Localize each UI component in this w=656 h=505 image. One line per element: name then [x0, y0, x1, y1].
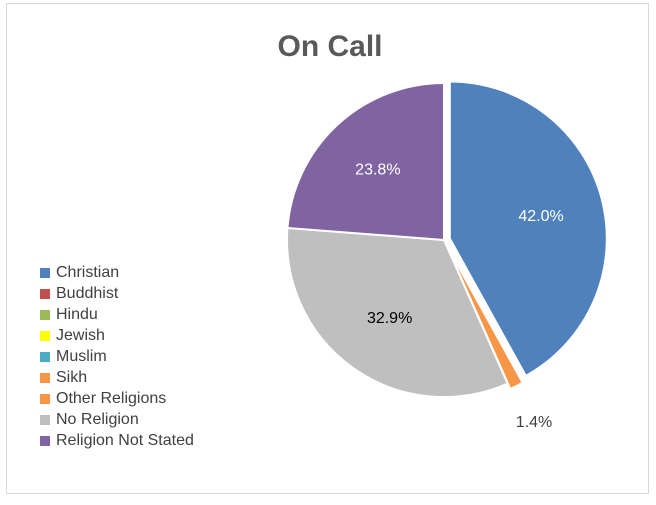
pie-slice-christian [448, 80, 608, 378]
legend-label: Muslim [56, 347, 107, 365]
legend-item-other-religions: Other Religions [40, 388, 194, 409]
legend-swatch [40, 330, 50, 341]
data-label-christian: 42.0% [518, 208, 563, 225]
legend-swatch [40, 267, 50, 278]
legend-swatch [40, 351, 50, 362]
legend-item-hindu: Hindu [40, 304, 194, 325]
legend-label: Sikh [56, 368, 88, 386]
legend: Christian Buddhist Hindu Jewish Muslim Sikh Ot… [40, 262, 194, 451]
legend-label: Religion Not Stated [56, 431, 194, 449]
legend-item-sikh: Sikh [40, 367, 194, 388]
data-label-religion-not-stated: 23.8% [355, 162, 400, 179]
legend-swatch [40, 435, 50, 446]
legend-swatch [40, 372, 50, 383]
legend-label: Other Religions [56, 389, 167, 407]
legend-label: Christian [56, 263, 120, 281]
legend-item-jewish: Jewish [40, 325, 194, 346]
pie-slice-other-religions [445, 244, 525, 391]
legend-item-religion-not-stated: Religion Not Stated [40, 430, 194, 451]
legend-swatch [40, 414, 50, 425]
legend-swatch [40, 309, 50, 320]
legend-item-christian: Christian [40, 262, 194, 283]
data-label-other-religions: 1.4% [516, 414, 552, 431]
legend-swatch [40, 393, 50, 404]
chart-title: On Call [277, 30, 383, 63]
legend-item-muslim: Muslim [40, 346, 194, 367]
legend-item-no-religion: No Religion [40, 409, 194, 430]
legend-label: Jewish [56, 326, 105, 344]
legend-label: No Religion [56, 410, 139, 428]
legend-item-buddhist: Buddhist [40, 283, 194, 304]
legend-label: Hindu [56, 305, 98, 323]
legend-swatch [40, 288, 50, 299]
data-label-no-religion: 32.9% [367, 310, 412, 327]
legend-label: Buddhist [56, 284, 119, 302]
pie-slice-religion-not-stated [286, 81, 445, 242]
pie-slice-no-religion [286, 226, 509, 398]
